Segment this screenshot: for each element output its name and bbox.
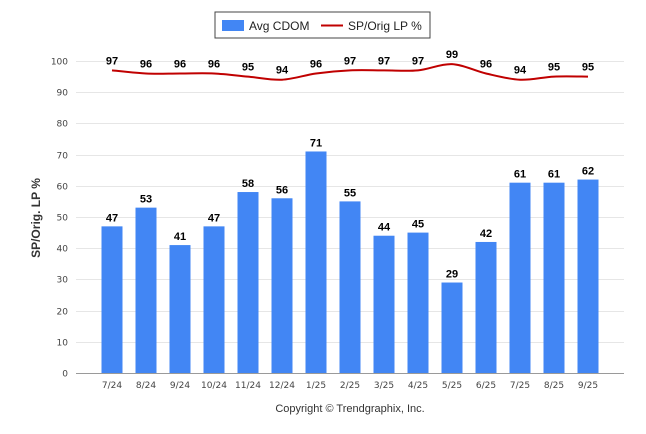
x-tick-label-12-24: 12/24	[269, 381, 295, 391]
legend: Avg CDOM SP/Orig LP %	[214, 11, 431, 39]
x-tick-label-6-25: 6/25	[476, 381, 496, 391]
line-value-label-7-24: 97	[106, 55, 118, 67]
y-tick-label-50: 50	[57, 214, 69, 224]
bar-series	[101, 151, 599, 373]
x-tick-label-2-25: 2/25	[340, 381, 360, 391]
x-tick-label-3-25: 3/25	[374, 381, 394, 391]
legend-label-line: SP/Orig LP %	[348, 19, 422, 33]
x-tick-label-9-25: 9/25	[578, 381, 598, 391]
line-series	[111, 63, 589, 81]
sp-orig-lp-line	[111, 63, 589, 81]
bar-8-24	[135, 207, 157, 373]
x-tick-label-7-25: 7/25	[510, 381, 530, 391]
y-tick-label-40: 40	[57, 245, 69, 255]
line-value-label-5-25: 99	[446, 49, 458, 61]
y-tick-label-100: 100	[51, 58, 68, 68]
bar-value-label-7-25: 61	[514, 169, 526, 181]
bar-1-25	[305, 151, 327, 373]
bar-7-25	[509, 182, 531, 373]
bar-2-25	[339, 201, 361, 373]
line-value-label-1-25: 96	[310, 58, 322, 70]
legend-swatch-bar	[222, 20, 244, 31]
bar-value-label-8-25: 61	[548, 169, 560, 181]
bar-5-25	[441, 282, 463, 373]
x-tick-label-1-25: 1/25	[306, 381, 326, 391]
line-value-label-10-24: 96	[208, 58, 220, 70]
bar-value-label-10-24: 47	[208, 212, 220, 224]
bar-value-label-11-24: 58	[242, 178, 254, 190]
bar-value-label-6-25: 42	[480, 228, 492, 240]
y-tick-label-90: 90	[57, 89, 69, 99]
y-axis-ticks: 0 10 20 30 40 50 60 70 80 90 100	[51, 58, 68, 380]
x-tick-label-9-24: 9/24	[170, 381, 190, 391]
bar-value-label-4-25: 45	[412, 219, 424, 231]
line-value-label-11-24: 95	[242, 62, 254, 74]
y-axis-label: SP/Orig. LP %	[29, 178, 43, 258]
bar-4-25	[407, 232, 429, 373]
bar-12-24	[271, 198, 293, 373]
line-value-label-8-24: 96	[140, 58, 152, 70]
bar-value-label-2-25: 55	[344, 187, 356, 199]
line-value-label-6-25: 96	[480, 58, 492, 70]
y-tick-label-0: 0	[62, 370, 68, 380]
bar-3-25	[373, 235, 395, 373]
bar-9-24	[169, 245, 191, 373]
x-tick-label-11-24: 11/24	[235, 381, 261, 391]
x-tick-label-5-25: 5/25	[442, 381, 462, 391]
bar-value-label-12-24: 56	[276, 184, 288, 196]
line-value-label-8-25: 95	[548, 62, 560, 74]
bar-value-label-7-24: 47	[106, 212, 118, 224]
y-tick-label-10: 10	[57, 339, 69, 349]
bar-7-24	[101, 226, 123, 373]
y-tick-label-30: 30	[57, 276, 69, 286]
bar-value-label-9-25: 62	[582, 166, 594, 178]
x-tick-label-4-25: 4/25	[408, 381, 428, 391]
bar-value-label-9-24: 41	[174, 231, 186, 243]
x-tick-label-7-24: 7/24	[102, 381, 122, 391]
line-value-label-7-25: 94	[514, 65, 527, 77]
bar-value-label-1-25: 71	[310, 137, 322, 149]
bar-8-25	[543, 182, 565, 373]
x-tick-label-8-24: 8/24	[136, 381, 156, 391]
bar-data-labels: 47 53 41 47 58 56 71 55 44 45 29 42 61 61 62	[106, 137, 594, 280]
bar-value-label-5-25: 29	[446, 269, 458, 281]
bar-value-label-8-24: 53	[140, 194, 152, 206]
line-value-label-12-24: 94	[276, 65, 289, 77]
line-value-label-4-25: 97	[412, 55, 424, 67]
y-tick-label-80: 80	[57, 120, 69, 130]
x-tick-label-8-25: 8/25	[544, 381, 564, 391]
copyright-text: Copyright © Trendgraphix, Inc.	[275, 403, 424, 415]
line-value-label-9-24: 96	[174, 58, 186, 70]
line-data-labels: 97 96 96 96 95 94 96 97 97 97 99 96 94 95 95	[106, 49, 594, 77]
line-value-label-9-25: 95	[582, 62, 594, 74]
line-value-label-2-25: 97	[344, 55, 356, 67]
x-axis-ticks: 7/24 8/24 9/24 10/24 11/24 12/24 1/25 2/25 3/25 4…	[102, 381, 598, 391]
bar-11-24	[237, 192, 259, 373]
y-tick-label-70: 70	[57, 152, 69, 162]
legend-label-bar: Avg CDOM	[249, 19, 309, 33]
bar-10-24	[203, 226, 225, 373]
bar-6-25	[475, 241, 497, 373]
bar-value-label-3-25: 44	[378, 222, 391, 234]
bar-9-25	[577, 179, 599, 373]
line-value-label-3-25: 97	[378, 55, 390, 67]
x-tick-label-10-24: 10/24	[201, 381, 227, 391]
y-tick-label-20: 20	[57, 308, 69, 318]
y-tick-label-60: 60	[57, 183, 69, 193]
